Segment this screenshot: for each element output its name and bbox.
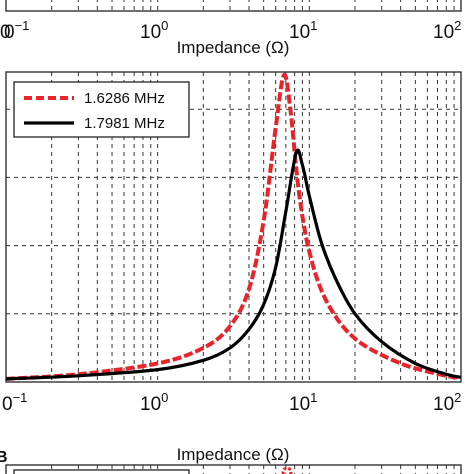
main-x-axis-label: Impedance (Ω) (177, 445, 290, 464)
legend-label-series-2: 1.7981 MHz (84, 115, 165, 132)
top-x-tick-3: 102 (433, 18, 461, 43)
bottom-plot-frame (5, 464, 462, 474)
legend: 1.6286 MHz 1.7981 MHz (13, 81, 190, 138)
main-plot-frame (5, 71, 462, 383)
legend-box (13, 81, 190, 138)
legend-label-series-1: 1.6286 MHz (84, 90, 165, 107)
bottom-legend-box (13, 469, 190, 474)
main-series-group (5, 72, 462, 381)
main-chart-panel: 1.6286 MHz 1.7981 MHz 0−1 100 101 102 Im… (2, 71, 462, 464)
bottom-peak-marker (281, 466, 293, 474)
top-x-axis-label: Impedance (Ω) (177, 38, 290, 57)
top-chart-panel: 0 0−1 100 101 102 Impedance (Ω) (0, 0, 462, 57)
main-x-tick-1: 100 (140, 390, 168, 415)
main-x-tick-2: 101 (289, 390, 317, 415)
top-x-tick-0: 0−1 (4, 18, 29, 43)
series-line-2 (5, 148, 462, 381)
main-x-tick-0: 0−1 (2, 390, 27, 415)
main-x-tick-3: 102 (433, 390, 461, 415)
series-line-1 (5, 72, 462, 381)
top-x-tick-1: 100 (140, 18, 168, 43)
panel-letter: B (0, 449, 8, 466)
bottom-grid (51, 465, 455, 474)
top-plot-frame (5, 0, 462, 12)
bottom-chart-panel: B (0, 449, 462, 474)
top-x-tick-2: 101 (289, 18, 317, 43)
top-grid (51, 0, 455, 11)
top-x-tick-partial: 0 (0, 22, 11, 43)
